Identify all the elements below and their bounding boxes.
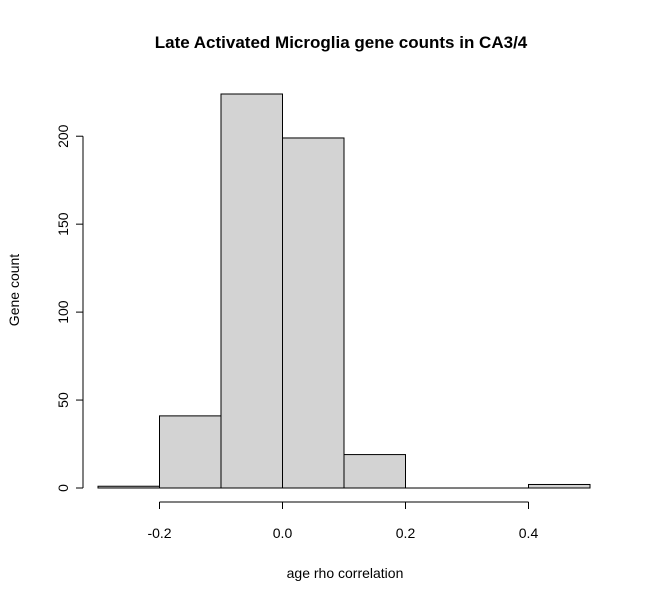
y-tick-label-4: 200 <box>55 124 71 148</box>
x-tick-label-0: -0.2 <box>147 525 171 541</box>
x-axis: -0.2 0.0 0.2 0.4 <box>147 501 539 541</box>
histogram-bar-1 <box>159 415 222 489</box>
y-tick-label-2: 100 <box>55 300 71 324</box>
x-tick-label-3: 0.4 <box>519 525 539 541</box>
bars-group <box>97 93 591 489</box>
chart-title: Late Activated Microglia gene counts in … <box>155 33 528 52</box>
y-axis-label: Gene count <box>6 254 22 326</box>
histogram-bar-3 <box>282 137 345 489</box>
y-tick-label-1: 50 <box>55 392 71 408</box>
histogram-bar-7 <box>528 483 591 489</box>
y-tick-label-0: 0 <box>55 484 71 492</box>
x-tick-label-1: 0.0 <box>273 525 293 541</box>
y-axis: 0 50 100 150 200 <box>55 124 84 492</box>
histogram-bar-4 <box>343 454 406 489</box>
x-axis-label: age rho correlation <box>287 565 404 581</box>
x-tick-label-2: 0.2 <box>396 525 416 541</box>
histogram-bar-2 <box>220 93 283 489</box>
y-tick-label-3: 150 <box>55 212 71 236</box>
histogram-bar-0 <box>97 485 160 489</box>
